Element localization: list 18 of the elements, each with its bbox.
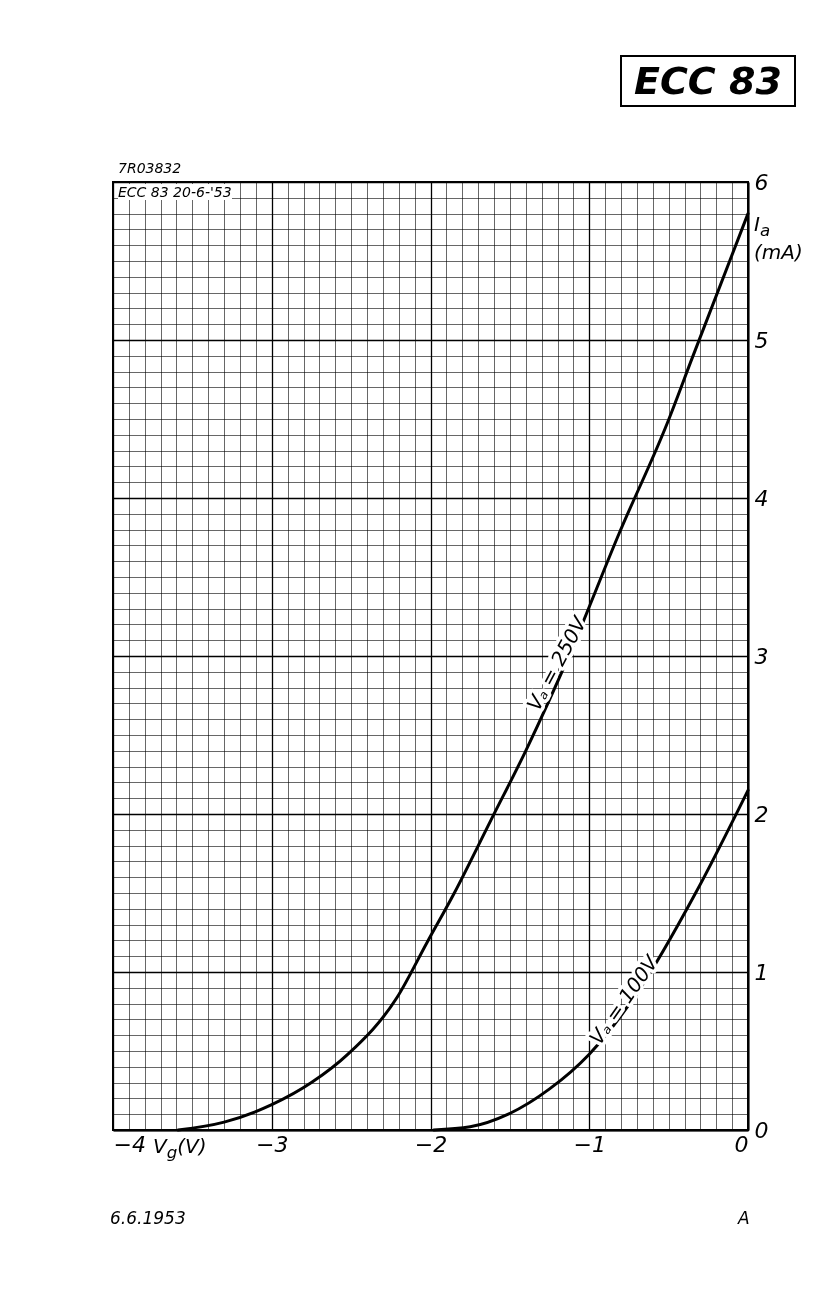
x-tick-label: −1 <box>573 1131 606 1157</box>
y-axis-title: I$_{a}$ (mA) <box>754 212 814 264</box>
text: 6.6.1953 <box>110 1208 186 1228</box>
x-tick-label: −4 <box>113 1131 146 1157</box>
y-tick-label: 1 <box>754 959 769 985</box>
y-tick-label: 5 <box>754 327 769 353</box>
x-tick-label: −3 <box>256 1131 289 1157</box>
x-tick-label: −2 <box>414 1131 448 1157</box>
chart-title: ECC 83 <box>620 55 796 107</box>
y-tick-label: 2 <box>754 801 769 827</box>
x-axis-title: V$_{g}$(V) <box>153 1134 207 1162</box>
y-tick-label: 4 <box>754 485 769 511</box>
text: 7R03832 <box>118 160 182 176</box>
text: A <box>738 1208 750 1228</box>
y-tick-label: 6 <box>754 169 769 195</box>
y-tick-label: 3 <box>754 643 769 669</box>
annotation: ECC 83 20-6-'53 <box>118 184 232 200</box>
x-tick-label: 0 <box>734 1131 749 1157</box>
